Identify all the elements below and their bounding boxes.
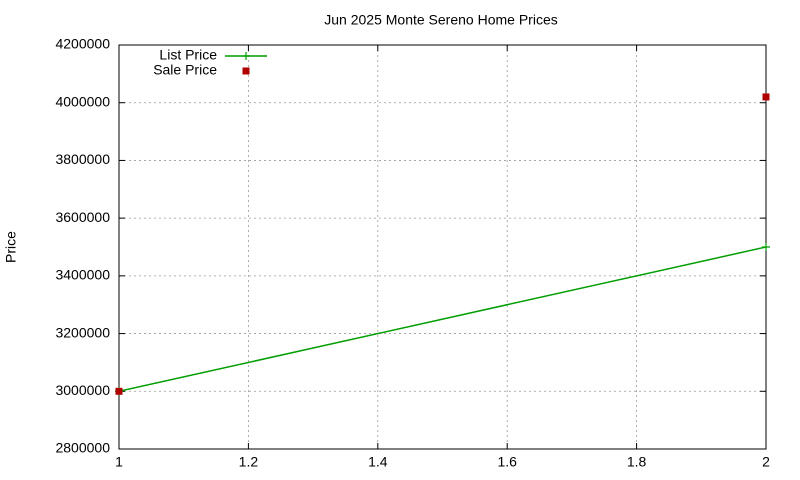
x-tick-label: 2 xyxy=(762,454,770,470)
legend-swatch xyxy=(242,52,250,60)
legend-swatch xyxy=(242,67,250,75)
y-tick-label: 4000000 xyxy=(55,93,110,109)
line-series xyxy=(118,246,767,393)
chart-title: Jun 2025 Monte Sereno Home Prices xyxy=(324,12,557,28)
legend-label: Sale Price xyxy=(153,62,217,78)
y-tick-label: 4200000 xyxy=(55,36,110,52)
y-tick-label: 3600000 xyxy=(55,209,110,225)
point xyxy=(115,387,123,395)
y-tick-label: 3000000 xyxy=(55,382,110,398)
point-marker xyxy=(762,243,770,251)
y-axis-label: Price xyxy=(3,231,19,263)
x-tick-label: 1 xyxy=(115,454,123,470)
y-tick-label: 2800000 xyxy=(55,440,110,456)
x-tick-label: 1.4 xyxy=(368,454,388,470)
legend-label: List Price xyxy=(159,47,217,63)
x-tick-label: 1.8 xyxy=(627,454,647,470)
x-tick-label: 1.6 xyxy=(497,454,517,470)
x-tick-label: 1.2 xyxy=(239,454,259,470)
y-tick-label: 3800000 xyxy=(55,151,110,167)
y-tick-label: 3400000 xyxy=(55,267,110,283)
y-tick-label: 3200000 xyxy=(55,324,110,340)
point xyxy=(762,93,770,101)
